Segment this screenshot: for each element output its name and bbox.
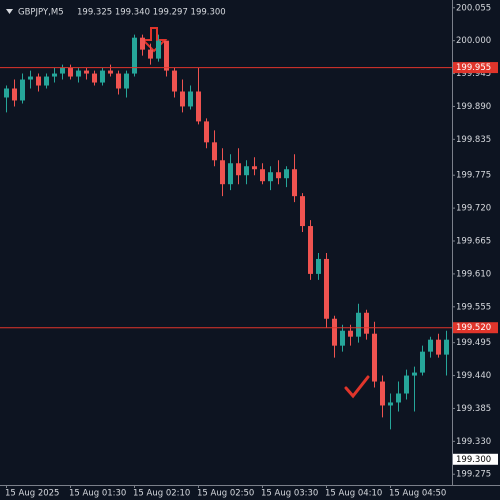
- x-tick-label: 15 Aug 04:10: [325, 489, 382, 499]
- header-prices: 199.325 199.340 199.297 199.300: [77, 8, 226, 18]
- y-tick-label: 199.720: [456, 204, 491, 214]
- candle-body: [436, 339, 441, 355]
- candle-body: [100, 70, 105, 83]
- candle-body: [4, 88, 9, 98]
- price-level-box: [453, 62, 498, 74]
- candle-body: [172, 70, 177, 92]
- candle-body: [236, 163, 241, 176]
- y-tick-label: 199.610: [456, 269, 491, 279]
- y-tick-label: 200.000: [456, 36, 491, 46]
- candle-body: [28, 76, 33, 80]
- price-level-box: [453, 453, 498, 465]
- candle-body: [228, 163, 233, 185]
- candle-body: [276, 172, 281, 179]
- candle-body: [412, 372, 417, 376]
- candle-body: [212, 142, 217, 161]
- candle-body: [148, 49, 153, 59]
- candle-body: [324, 258, 329, 319]
- candle-body: [76, 70, 81, 77]
- y-tick-label: 199.330: [456, 437, 491, 447]
- candle-body: [188, 91, 193, 107]
- candle-body: [300, 196, 305, 227]
- candle-body: [140, 37, 145, 50]
- y-tick-label: 199.665: [456, 237, 491, 247]
- y-tick-label: 199.555: [456, 302, 491, 312]
- y-tick-label: 199.775: [456, 171, 491, 181]
- price-level-box: [453, 322, 498, 334]
- candle-body: [428, 339, 433, 352]
- candle-body: [260, 169, 265, 182]
- candle-body: [292, 169, 297, 197]
- candle-body: [36, 76, 41, 86]
- y-tick-label: 200.055: [456, 3, 491, 13]
- candle-body: [44, 76, 49, 86]
- candle-body: [348, 330, 353, 337]
- x-tick-label: 15 Aug 01:30: [69, 489, 126, 499]
- x-tick-label: 15 Aug 2025: [5, 489, 59, 499]
- price-level-label: 199.520: [456, 323, 491, 333]
- candle-body: [84, 70, 89, 74]
- candle-body: [52, 73, 57, 77]
- candle-body: [388, 402, 393, 406]
- candle-body: [404, 375, 409, 394]
- candle-body: [356, 312, 361, 337]
- candle-body: [20, 79, 25, 101]
- candle-body: [364, 312, 369, 334]
- x-tick-label: 15 Aug 04:50: [389, 489, 446, 499]
- candle-body: [332, 318, 337, 346]
- symbol: GBPJPY,M5: [18, 8, 64, 18]
- price-level-label: 199.955: [456, 63, 491, 73]
- candle-body: [124, 73, 129, 89]
- y-tick-label: 199.945: [456, 69, 491, 79]
- candle-body: [132, 37, 137, 74]
- y-tick-label: 199.385: [456, 404, 491, 414]
- y-tick-label: 199.495: [456, 338, 491, 348]
- candle-body: [372, 333, 377, 382]
- y-tick-label: 199.275: [456, 470, 491, 480]
- candle-body: [108, 70, 113, 74]
- candle-body: [340, 330, 345, 346]
- x-tick-label: 15 Aug 02:10: [133, 489, 190, 499]
- candle-body: [12, 88, 17, 101]
- candle-body: [92, 73, 97, 83]
- candle-body: [252, 166, 257, 170]
- price-level-label: 199.300: [456, 455, 491, 465]
- candle-body: [196, 91, 201, 122]
- candle-body: [316, 258, 321, 274]
- candle-body: [444, 339, 449, 355]
- candle-body: [268, 172, 273, 182]
- x-tick-label: 15 Aug 03:30: [261, 489, 318, 499]
- candle-body: [68, 67, 73, 77]
- candle-body: [420, 351, 425, 373]
- checkmark: [344, 375, 370, 399]
- menu-triangle[interactable]: [6, 9, 13, 14]
- candle-body: [220, 160, 225, 185]
- candle-body: [380, 381, 385, 406]
- candle-body: [156, 40, 161, 59]
- candle-body: [164, 40, 169, 71]
- candle-body: [116, 73, 121, 89]
- candle-body: [180, 91, 185, 107]
- y-tick-label: 199.440: [456, 371, 491, 381]
- y-tick-label: 199.890: [456, 102, 491, 112]
- candle-body: [308, 226, 313, 274]
- candle-body: [284, 169, 289, 179]
- x-tick-label: 15 Aug 02:50: [197, 489, 254, 499]
- candle-body: [396, 393, 401, 403]
- y-tick-label: 199.835: [456, 135, 491, 145]
- candle-body: [204, 121, 209, 143]
- candle-body: [60, 67, 65, 74]
- candle-body: [244, 166, 249, 176]
